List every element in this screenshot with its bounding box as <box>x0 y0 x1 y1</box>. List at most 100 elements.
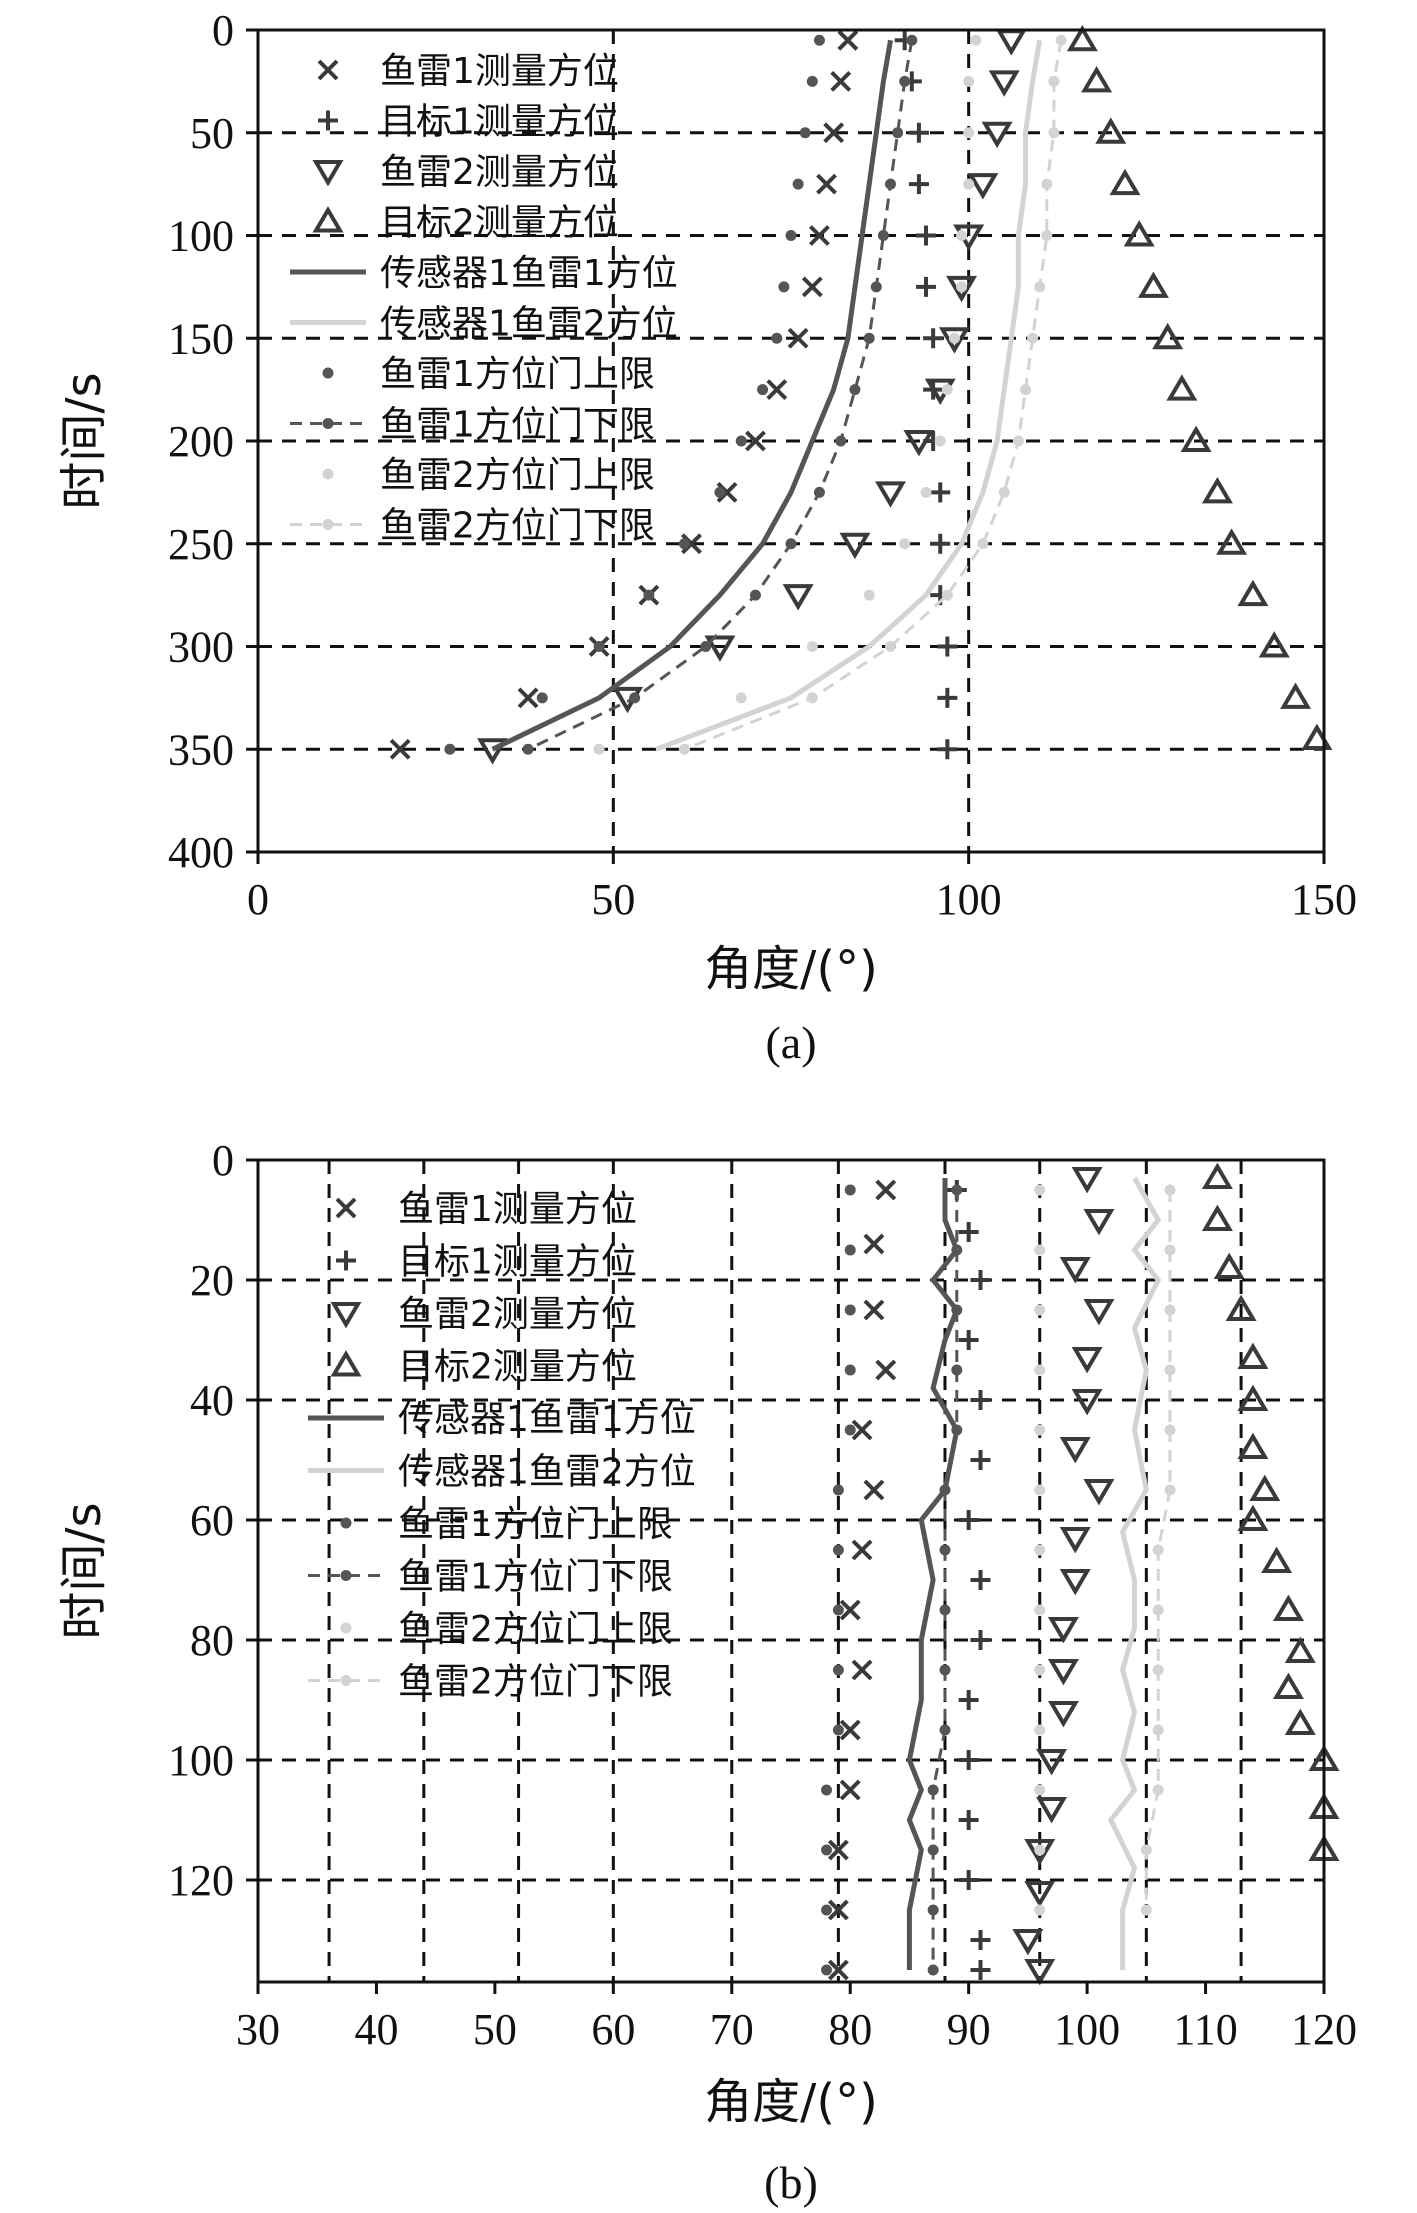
data-point <box>1083 1479 1115 1506</box>
data-point <box>863 1233 885 1255</box>
data-point <box>806 692 818 704</box>
data-point <box>988 70 1020 97</box>
panel-caption: (a) <box>765 1017 816 1068</box>
legend-label: 鱼雷2方位门下限 <box>398 1662 673 1703</box>
data-point <box>1140 1844 1152 1856</box>
data-point <box>1152 1664 1164 1676</box>
x-tick-label: 110 <box>1173 2005 1237 2054</box>
data-point <box>1083 1299 1115 1326</box>
series-tri-down <box>477 29 1027 765</box>
data-point <box>1024 1959 1056 1986</box>
data-point <box>920 486 932 498</box>
legend-label: 鱼雷1方位门下限 <box>398 1557 673 1598</box>
data-point <box>1140 1904 1152 1916</box>
y-tick-label: 350 <box>168 725 234 774</box>
data-point <box>1280 682 1312 709</box>
data-point <box>827 1839 849 1861</box>
data-point <box>970 1450 991 1470</box>
x-tick-label: 0 <box>247 875 269 924</box>
data-point <box>875 1359 897 1381</box>
data-point <box>958 1222 979 1242</box>
data-point <box>832 1724 844 1736</box>
data-point <box>1012 435 1024 447</box>
y-tick-label: 40 <box>190 1376 234 1425</box>
legend-label: 鱼雷1方位门上限 <box>398 1504 673 1545</box>
series-line <box>491 39 893 752</box>
data-point <box>958 1510 979 1530</box>
data-point <box>821 1904 833 1916</box>
data-point <box>1237 1432 1269 1459</box>
legend-marker <box>340 1622 352 1634</box>
data-point <box>946 275 978 303</box>
data-point <box>1152 322 1184 350</box>
data-point <box>1237 1504 1269 1531</box>
data-point <box>1083 1209 1115 1236</box>
data-point <box>1036 1749 1068 1776</box>
panel-caption: (b) <box>764 2157 818 2208</box>
legend-label: 目标2测量方位 <box>398 1347 637 1388</box>
series-tri-down <box>1012 1167 1115 1986</box>
data-point <box>958 1750 979 1770</box>
data-point <box>1024 1839 1056 1866</box>
data-point <box>1034 1664 1046 1676</box>
series-line <box>655 39 1043 752</box>
y-tick-label: 20 <box>190 1256 234 1305</box>
data-point <box>1152 1724 1164 1736</box>
data-point <box>745 430 766 452</box>
data-point <box>951 1304 963 1316</box>
data-point <box>806 641 818 652</box>
data-point <box>700 641 712 652</box>
legend-label: 鱼雷1方位门下限 <box>380 405 655 446</box>
data-point <box>1024 1881 1056 1908</box>
x-tick-label: 40 <box>354 2005 398 2054</box>
legend-label: 鱼雷1测量方位 <box>380 51 619 92</box>
legend-label: 鱼雷2方位门下限 <box>380 506 655 547</box>
x-tick-label: 80 <box>828 2005 872 2054</box>
data-point <box>916 276 937 297</box>
data-point <box>884 178 896 190</box>
legend-label: 传感器1鱼雷1方位 <box>380 253 678 294</box>
data-point <box>827 1899 849 1921</box>
data-point <box>785 538 797 550</box>
data-point <box>930 533 951 554</box>
data-point <box>970 1390 991 1410</box>
data-point <box>1034 1244 1046 1256</box>
data-point <box>1059 1257 1091 1284</box>
data-point <box>1216 528 1248 555</box>
data-point <box>1152 1784 1164 1796</box>
data-point <box>629 692 641 704</box>
data-point <box>1034 1424 1046 1436</box>
data-point <box>958 1330 979 1350</box>
data-point <box>908 174 929 195</box>
data-point <box>963 178 975 190</box>
data-point <box>1237 579 1269 607</box>
data-point <box>958 1810 979 1830</box>
data-point <box>1213 1252 1245 1279</box>
legend-marker <box>312 160 344 187</box>
data-point <box>678 538 690 550</box>
data-point <box>963 75 975 87</box>
data-point <box>1041 230 1053 241</box>
data-point <box>766 379 788 401</box>
data-point <box>1055 34 1067 46</box>
data-point <box>995 29 1027 56</box>
data-point <box>832 1544 844 1556</box>
legend-label: 传感器1鱼雷2方位 <box>380 304 678 345</box>
data-point <box>1237 1342 1269 1369</box>
x-tick-label: 70 <box>710 2005 754 2054</box>
data-point <box>863 1299 885 1321</box>
data-point <box>704 635 736 662</box>
x-axis-label: 角度/(°) <box>704 2074 878 2130</box>
legend-marker <box>322 418 334 429</box>
data-point <box>1123 220 1155 247</box>
series-line <box>931 1190 959 1970</box>
x-tick-label: 50 <box>591 875 635 924</box>
data-point <box>1109 168 1141 196</box>
series-dash-dot <box>927 1184 963 1976</box>
data-point <box>716 481 738 503</box>
x-tick-label: 90 <box>947 2005 991 2054</box>
data-point <box>1041 178 1053 190</box>
legend-marker <box>317 59 339 81</box>
data-point <box>863 332 875 344</box>
data-point <box>444 743 456 755</box>
